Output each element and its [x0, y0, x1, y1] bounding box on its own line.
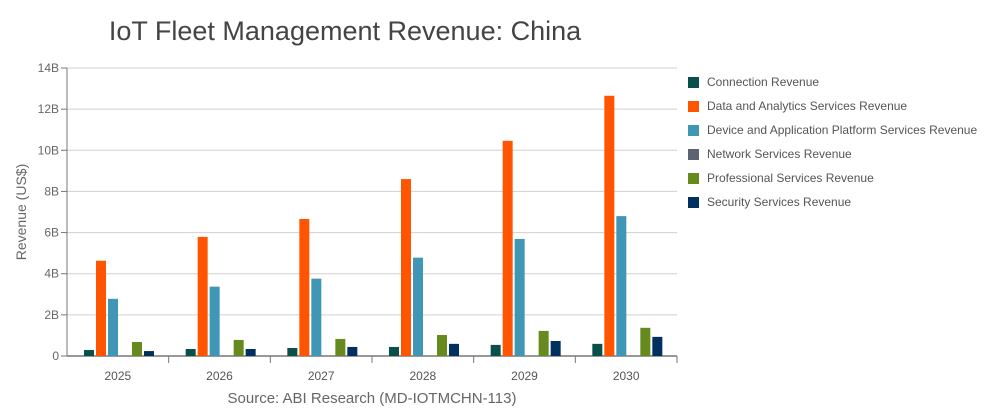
x-tick-label: 2029	[511, 369, 538, 383]
bar	[652, 336, 663, 356]
bar	[401, 179, 411, 356]
bar	[604, 95, 615, 357]
bar	[514, 238, 525, 356]
legend-swatch	[688, 100, 699, 112]
bar	[502, 140, 513, 356]
legend-item[interactable]: Professional Services Revenue	[688, 166, 977, 190]
y-tick-label: 0	[52, 349, 59, 363]
bar	[84, 350, 94, 356]
bar	[144, 351, 154, 356]
legend: Connection Revenue Data and Analytics Ser…	[688, 70, 977, 214]
x-tick-label: 2025	[104, 369, 131, 383]
legend-swatch	[688, 172, 699, 184]
legend-swatch	[688, 76, 699, 88]
bar	[538, 330, 549, 356]
bar	[197, 236, 208, 356]
legend-item[interactable]: Device and Application Platform Services…	[688, 118, 977, 142]
x-tick-label: 2028	[409, 369, 436, 383]
bar	[287, 347, 298, 356]
y-axis-label: Revenue (US$)	[13, 164, 29, 261]
legend-item[interactable]: Connection Revenue	[688, 70, 977, 94]
legend-label: Connection Revenue	[707, 75, 820, 89]
legend-label: Professional Services Revenue	[707, 171, 874, 185]
bar	[245, 349, 256, 356]
bar	[616, 216, 627, 356]
y-tick-label: 8B	[44, 184, 59, 198]
bar	[335, 338, 346, 356]
legend-item[interactable]: Network Services Revenue	[688, 142, 977, 166]
y-tick-label: 10B	[38, 143, 59, 157]
bar	[347, 346, 358, 356]
y-tick-label: 12B	[38, 102, 59, 116]
legend-swatch	[688, 124, 699, 136]
bar	[490, 344, 501, 356]
chart-title: IoT Fleet Management Revenue: China	[108, 16, 582, 46]
bar	[550, 340, 561, 356]
bar	[132, 342, 142, 356]
legend-item[interactable]: Security Services Revenue	[688, 190, 977, 214]
bar	[592, 343, 603, 356]
y-tick-label: 14B	[38, 61, 59, 75]
bar	[108, 298, 118, 356]
x-tick-label: 2030	[613, 369, 640, 383]
y-tick-label: 4B	[44, 267, 59, 281]
legend-label: Security Services Revenue	[707, 195, 852, 209]
bar	[449, 343, 459, 356]
bar	[299, 218, 310, 356]
legend-label: Data and Analytics Services Revenue	[707, 99, 908, 113]
x-tick-label: 2026	[206, 369, 233, 383]
legend-swatch	[688, 148, 699, 160]
bar	[96, 260, 106, 356]
legend-label: Device and Application Platform Services…	[707, 123, 978, 137]
bar	[389, 346, 399, 356]
bar	[209, 286, 220, 356]
bar	[311, 278, 322, 356]
legend-swatch	[688, 196, 699, 208]
y-tick-label: 6B	[44, 226, 59, 240]
bar	[640, 327, 651, 356]
x-tick-label: 2027	[308, 369, 335, 383]
legend-item[interactable]: Data and Analytics Services Revenue	[688, 94, 977, 118]
bar	[233, 339, 244, 356]
bar	[185, 349, 196, 356]
source-note: Source: ABI Research (MD-IOTMCHN-113)	[227, 390, 517, 407]
bar	[437, 335, 447, 356]
y-tick-label: 2B	[44, 308, 59, 322]
bar	[413, 257, 423, 356]
legend-label: Network Services Revenue	[707, 147, 852, 161]
